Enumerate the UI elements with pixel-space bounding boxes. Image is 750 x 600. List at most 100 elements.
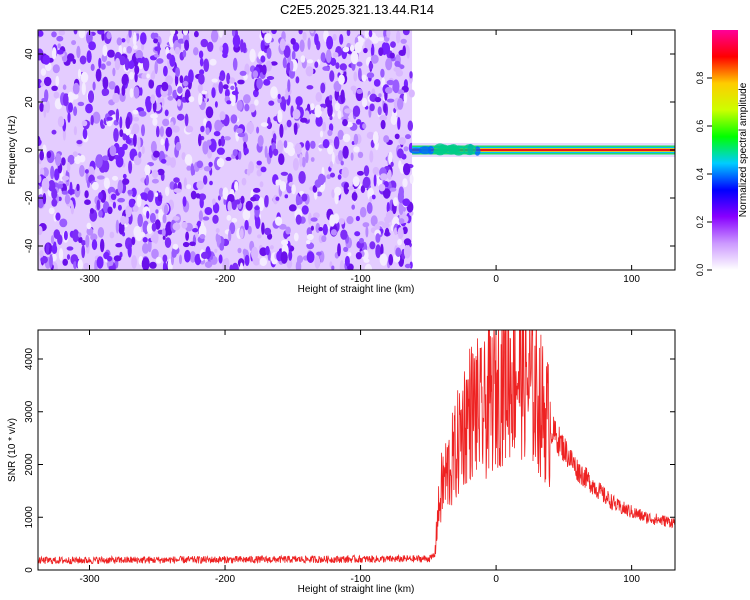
noise-speckle [131,129,135,135]
noise-speckle [347,186,355,191]
noise-speckle [393,227,398,236]
noise-speckle [112,175,118,181]
noise-speckle [306,85,314,90]
noise-speckle [342,46,350,53]
noise-speckle [139,87,143,96]
noise-speckle [341,167,349,179]
noise-speckle [370,215,378,227]
noise-speckle [310,225,314,231]
noise-speckle [276,179,282,186]
noise-speckle [329,161,333,169]
noise-speckle [286,119,292,128]
noise-speckle [160,158,167,164]
noise-speckle [90,63,95,71]
noise-speckle [369,241,376,250]
noise-speckle [73,30,78,35]
noise-speckle [403,163,411,176]
y-tick-label: 3000 [24,400,35,423]
noise-speckle [332,33,337,41]
noise-speckle [72,229,80,243]
noise-speckle [91,181,99,191]
noise-speckle [281,239,289,246]
snr-y-label: SNR (10 * v/v) [7,418,18,482]
noise-speckle [259,247,268,257]
noise-speckle [403,244,411,259]
noise-speckle [135,49,144,60]
noise-speckle [301,193,308,202]
noise-speckle [162,235,166,240]
noise-speckle [400,38,407,44]
noise-speckle [279,38,286,52]
noise-speckle [198,93,203,106]
colorbar-tick-label: 0.2 [695,216,705,229]
noise-speckle [283,124,288,131]
noise-speckle [320,52,326,63]
y-tick-label: -20 [24,190,35,205]
noise-speckle [232,149,238,157]
noise-speckle [251,246,259,261]
noise-speckle [405,134,411,140]
noise-speckle [86,222,92,230]
noise-speckle [265,245,270,256]
noise-speckle [259,257,268,267]
x-tick-label: -200 [215,274,235,285]
noise-speckle [402,198,411,207]
noise-speckle [295,260,302,270]
noise-speckle [291,50,296,61]
noise-speckle [359,237,364,244]
noise-speckle [174,46,180,55]
noise-speckle [69,181,73,196]
noise-speckle [248,103,256,113]
noise-speckle [172,216,180,221]
noise-speckle [277,93,281,100]
noise-speckle [343,71,347,76]
noise-speckle [200,221,205,231]
noise-speckle [379,173,388,181]
noise-speckle [357,37,365,43]
noise-speckle [402,30,410,36]
noise-speckle [163,65,168,77]
noise-speckle [106,61,112,66]
noise-speckle [228,229,232,242]
noise-speckle [275,216,283,226]
noise-speckle [266,76,275,80]
noise-speckle [42,193,47,205]
noise-speckle [378,93,382,98]
noise-speckle [242,248,247,256]
noise-speckle [141,257,150,270]
noise-speckle [259,181,264,188]
noise-speckle [194,30,199,38]
noise-speckle [121,38,126,43]
noise-speckle [209,180,213,186]
noise-speckle [81,82,86,96]
noise-speckle [260,166,267,173]
noise-speckle [127,243,132,258]
noise-speckle [254,99,259,106]
noise-speckle [239,262,244,270]
noise-speckle [166,53,172,60]
noise-speckle [308,212,312,225]
noise-speckle [142,57,150,72]
noise-speckle [122,46,127,53]
noise-speckle [363,47,368,54]
noise-speckle [246,121,255,134]
noise-speckle [66,162,71,173]
noise-speckle [220,135,226,147]
noise-speckle [362,222,370,228]
noise-speckle [183,177,187,189]
noise-speckle [112,67,116,77]
noise-speckle [137,136,141,151]
noise-speckle [151,178,159,184]
noise-speckle [332,52,339,58]
noise-speckle [97,227,105,238]
noise-speckle [117,204,122,211]
noise-speckle [201,90,208,95]
noise-speckle [100,238,105,253]
noise-speckle [98,192,103,200]
noise-speckle [50,235,55,245]
noise-speckle [66,246,74,251]
noise-speckle [109,145,117,157]
noise-speckle [235,199,241,205]
noise-speckle [39,250,44,258]
noise-speckle [127,189,133,195]
